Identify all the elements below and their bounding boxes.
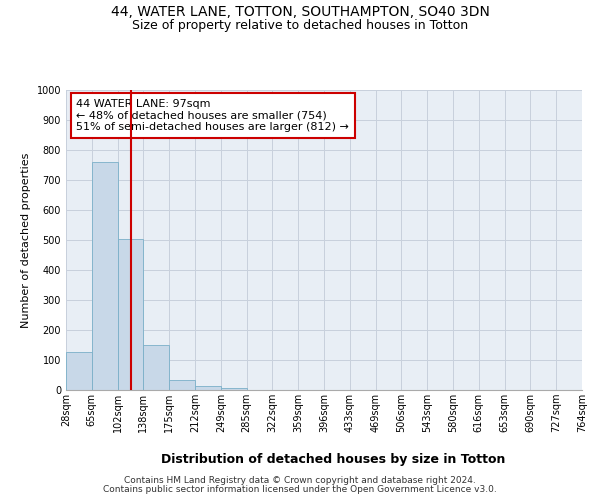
Bar — [195, 386, 221, 390]
Text: Distribution of detached houses by size in Totton: Distribution of detached houses by size … — [161, 452, 505, 466]
Bar — [66, 352, 92, 390]
Bar — [118, 238, 143, 390]
Text: Contains HM Land Registry data © Crown copyright and database right 2024.: Contains HM Land Registry data © Crown c… — [124, 476, 476, 485]
Text: 44, WATER LANE, TOTTON, SOUTHAMPTON, SO40 3DN: 44, WATER LANE, TOTTON, SOUTHAMPTON, SO4… — [110, 5, 490, 19]
Y-axis label: Number of detached properties: Number of detached properties — [21, 152, 31, 328]
Bar — [169, 380, 195, 390]
Text: 44 WATER LANE: 97sqm
← 48% of detached houses are smaller (754)
51% of semi-deta: 44 WATER LANE: 97sqm ← 48% of detached h… — [76, 99, 349, 132]
Text: Size of property relative to detached houses in Totton: Size of property relative to detached ho… — [132, 19, 468, 32]
Text: Contains public sector information licensed under the Open Government Licence v3: Contains public sector information licen… — [103, 485, 497, 494]
Bar — [221, 388, 247, 390]
Bar — [143, 345, 169, 390]
Bar — [92, 162, 118, 390]
